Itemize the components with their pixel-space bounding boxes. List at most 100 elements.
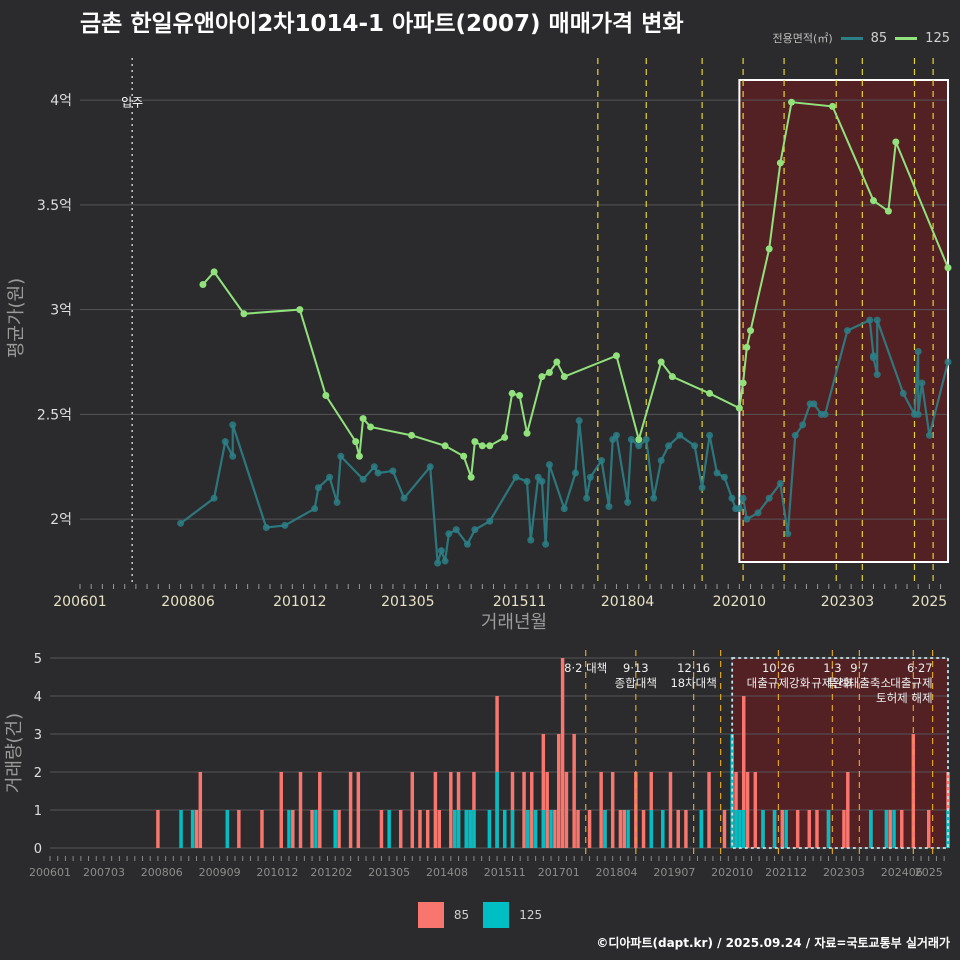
bar-legend-item-125: 125 — [483, 902, 542, 928]
point-125 — [553, 358, 561, 366]
bar-85 — [618, 810, 623, 848]
point-85 — [843, 327, 851, 335]
bar-125 — [772, 810, 777, 848]
policy-label: 9·7 — [850, 661, 868, 675]
x-tick-label: 2025 — [912, 594, 948, 610]
bar-125 — [487, 810, 492, 848]
legend-top: 전용면적(㎡) 85 125 — [773, 30, 950, 46]
point-125 — [478, 442, 486, 450]
volume-y-tick-label: 0 — [34, 842, 42, 857]
bar-85 — [310, 810, 314, 848]
point-85 — [691, 442, 699, 450]
bar-125 — [472, 810, 476, 848]
bar-legend-item-85: 85 — [417, 902, 470, 928]
point-85 — [337, 452, 345, 460]
point-85 — [869, 354, 877, 362]
bar-125 — [495, 772, 499, 848]
volume-y-tick-label: 3 — [34, 728, 42, 743]
point-125 — [408, 431, 416, 439]
policy-label: 종합대책 — [615, 676, 657, 690]
bar-85 — [449, 772, 453, 848]
point-85 — [735, 505, 743, 513]
bar-85 — [541, 734, 546, 848]
point-125 — [240, 310, 248, 318]
point-85 — [873, 316, 881, 324]
point-125 — [743, 343, 751, 351]
bar-85 — [553, 810, 557, 848]
bar-85 — [668, 772, 673, 848]
bar-85 — [572, 734, 576, 848]
move-in-label: 입주 — [121, 95, 143, 109]
point-125 — [467, 473, 475, 481]
bar-125 — [510, 810, 515, 848]
price-chart: 2억 2.5억 3억 3.5억 4억 입주 200601 200806 201012 201305… — [6, 58, 952, 633]
point-125 — [668, 373, 676, 381]
point-85 — [720, 473, 728, 481]
bar-85 — [564, 772, 569, 848]
volume-x-tick-label: 201012 — [256, 866, 298, 879]
bar-85 — [560, 658, 565, 848]
point-85 — [918, 379, 926, 387]
legend-swatch-85 — [840, 36, 863, 40]
y-axis-label: 평균가(원) — [6, 278, 27, 358]
point-85 — [914, 410, 922, 418]
point-85 — [400, 494, 408, 502]
y-tick-label: 3.5억 — [37, 198, 72, 214]
bar-125 — [549, 810, 553, 848]
volume-x-tick-label: 201907 — [653, 866, 695, 879]
bar-85 — [780, 810, 785, 848]
bar-125 — [541, 810, 546, 848]
point-85 — [810, 400, 818, 408]
point-85 — [512, 473, 520, 481]
point-85 — [866, 316, 874, 324]
point-85 — [627, 436, 635, 444]
volume-y-tick-label: 1 — [34, 804, 42, 819]
volume-highlight-border — [731, 657, 949, 849]
point-85 — [471, 526, 479, 534]
bar-85 — [911, 734, 916, 848]
bar-85 — [707, 772, 711, 848]
footer-credit: ©디아파트(dapt.kr) / 2025.09.24 / 자료=국토교통부 실… — [596, 936, 950, 950]
point-85 — [776, 480, 784, 488]
x-axis-label: 거래년월 — [481, 612, 547, 633]
legend-label-85: 85 — [870, 30, 888, 46]
point-85 — [624, 498, 632, 506]
bar-85 — [194, 810, 199, 848]
policy-label: 18차대책 — [670, 676, 716, 690]
point-85 — [441, 557, 449, 565]
bar-85 — [198, 772, 203, 848]
point-85 — [311, 505, 319, 513]
point-85 — [560, 505, 568, 513]
point-85 — [210, 494, 218, 502]
point-125 — [523, 429, 531, 437]
point-85 — [314, 484, 322, 492]
point-85 — [426, 463, 434, 471]
bar-125 — [526, 810, 530, 848]
point-125 — [944, 264, 952, 272]
volume-x-tick-label: 200806 — [141, 866, 183, 879]
legend-label-125: 125 — [925, 30, 950, 46]
point-85 — [281, 521, 289, 529]
bar-85 — [530, 772, 534, 848]
point-85 — [612, 431, 620, 439]
point-85 — [229, 421, 237, 429]
chart-title: 금촌 한일유앤아이2차1014-1 아파트(2007) 매매가격 변화 — [80, 11, 684, 37]
point-125 — [516, 392, 524, 400]
bar-legend-label-85: 85 — [453, 908, 470, 922]
volume-y-tick-label: 2 — [34, 766, 42, 781]
point-125 — [776, 159, 784, 167]
point-85 — [944, 358, 952, 366]
point-85 — [177, 519, 185, 527]
point-125 — [359, 415, 367, 423]
bar-125 — [784, 810, 788, 848]
point-85 — [262, 524, 270, 532]
bar-85 — [888, 810, 892, 848]
policy-label: 1·3 — [823, 661, 841, 675]
bar-85 — [298, 772, 303, 848]
volume-x-tick-label: 202406 — [881, 866, 923, 879]
point-125 — [735, 404, 743, 412]
volume-x-tick-label: 201202 — [310, 866, 352, 879]
policy-label: 규제완화 — [811, 676, 854, 690]
point-125 — [739, 379, 747, 387]
